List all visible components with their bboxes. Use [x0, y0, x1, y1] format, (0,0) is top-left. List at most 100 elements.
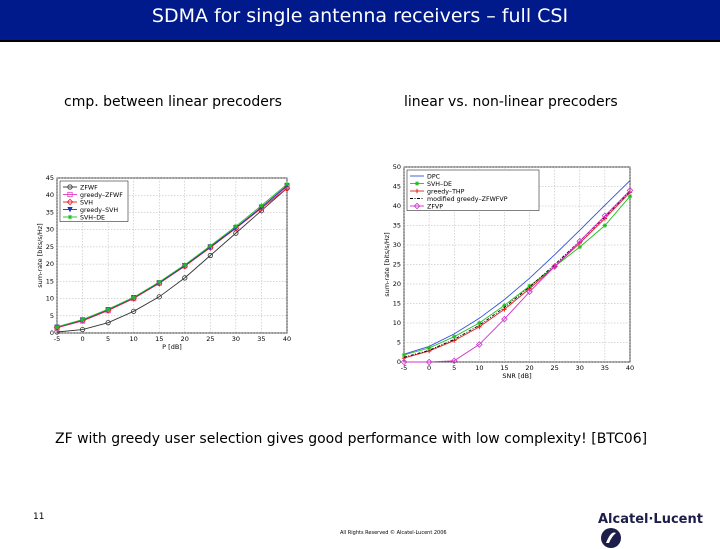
data-point — [233, 224, 239, 229]
x-axis-label: SNR [dB] — [502, 372, 531, 380]
data-point — [627, 194, 633, 199]
slide-title: SDMA for single antenna receivers – full… — [151, 5, 569, 27]
data-point — [131, 308, 137, 314]
y-tick-label: 25 — [46, 243, 54, 251]
legend-label: DPC — [427, 173, 441, 180]
x-tick-label: 30 — [576, 364, 584, 372]
left-chart-caption: cmp. between linear precoders — [64, 94, 282, 110]
data-point — [105, 307, 111, 312]
legend-marker — [413, 202, 421, 210]
y-tick-label: 40 — [393, 202, 401, 210]
y-tick-label: 0 — [50, 329, 54, 337]
x-tick-label: 0 — [427, 364, 431, 372]
data-point — [577, 244, 582, 250]
x-axis-label: P [dB] — [162, 343, 182, 351]
y-tick-label: 45 — [46, 174, 54, 182]
series-greedy-thp — [401, 190, 633, 361]
data-point — [401, 352, 407, 358]
x-tick-label: 25 — [206, 335, 214, 343]
y-tick-label: 0 — [397, 358, 401, 366]
legend-box — [406, 169, 540, 211]
data-point — [182, 262, 187, 267]
series-dpc — [403, 180, 631, 355]
x-tick-label: 5 — [106, 335, 110, 343]
x-tick-label: 20 — [181, 335, 189, 343]
legend-marker — [67, 184, 73, 190]
legend-marker — [67, 191, 73, 198]
company-logo: Alcatel·Lucent — [598, 508, 720, 549]
legend-marker — [414, 181, 420, 186]
logo-emblem-icon — [601, 528, 621, 548]
data-point — [259, 203, 264, 208]
data-point — [526, 288, 533, 296]
data-point — [601, 212, 609, 220]
data-point — [602, 223, 608, 228]
data-point — [105, 320, 111, 326]
data-point — [576, 237, 584, 245]
x-tick-label: 35 — [257, 335, 265, 343]
x-tick-label: 30 — [232, 335, 240, 343]
legend-label: ZFVP — [427, 203, 443, 210]
y-tick-label: 20 — [393, 280, 401, 288]
y-tick-label: 10 — [46, 295, 54, 303]
y-tick-label: 5 — [397, 339, 401, 347]
series-modified-greedy-zfwfvp — [403, 190, 631, 358]
y-tick-label: 35 — [46, 208, 54, 216]
data-point — [626, 187, 634, 194]
y-tick-label: 45 — [393, 183, 401, 191]
footer-copyright: All Rights Reserved © Alcatel-Lucent 200… — [340, 530, 447, 536]
data-point — [80, 317, 85, 322]
y-tick-label: 40 — [46, 191, 54, 199]
data-point — [131, 294, 136, 300]
x-tick-label: 40 — [626, 364, 634, 372]
data-point — [207, 252, 213, 259]
legend-label: SVH–DE — [80, 214, 105, 221]
data-point — [182, 275, 188, 281]
legend-box — [59, 180, 129, 222]
data-point — [452, 334, 457, 339]
data-point — [155, 280, 163, 287]
title-bar: SDMA for single antenna receivers – full… — [0, 0, 720, 42]
page-number: 11 — [33, 512, 45, 522]
y-tick-label: 15 — [393, 300, 401, 308]
y-tick-label: 35 — [393, 222, 401, 230]
legend-marker — [414, 188, 420, 194]
series-zfvp — [400, 187, 634, 366]
legend-marker — [67, 207, 73, 213]
y-tick-label: 15 — [46, 277, 54, 285]
series-line — [403, 191, 631, 359]
x-tick-label: 10 — [475, 364, 483, 372]
series-line — [56, 187, 288, 328]
series-line — [403, 196, 631, 356]
data-point — [502, 303, 507, 308]
data-point — [157, 279, 162, 285]
y-tick-label: 10 — [393, 319, 401, 327]
legend-label: greedy–ZFWF — [80, 192, 123, 199]
data-point — [450, 357, 458, 365]
data-point — [551, 263, 558, 270]
legend-label: greedy–SVH — [80, 207, 118, 214]
legend-label: greedy–THP — [427, 188, 465, 195]
legend-marker — [66, 198, 74, 206]
legend-label: SVH–DE — [427, 181, 452, 188]
y-tick-label: 30 — [393, 241, 401, 249]
data-point — [54, 324, 60, 329]
series-line — [56, 183, 288, 328]
x-tick-label: 5 — [452, 364, 456, 372]
x-tick-label: -5 — [54, 335, 60, 343]
series-line — [404, 190, 631, 363]
data-point — [156, 294, 162, 300]
series-svh-de — [54, 182, 290, 329]
x-tick-label: 15 — [155, 335, 163, 343]
y-axis-label: sum-rate [bits/s/Hz] — [36, 223, 44, 287]
data-point — [476, 341, 483, 348]
series-line — [56, 187, 288, 333]
right-chart-caption: linear vs. non-linear precoders — [404, 94, 618, 110]
x-tick-label: 0 — [80, 335, 84, 343]
y-tick-label: 30 — [46, 226, 54, 234]
legend-label: ZFWF — [80, 184, 98, 191]
logo-text: Alcatel·Lucent — [598, 512, 703, 527]
y-tick-label: 25 — [393, 261, 401, 269]
